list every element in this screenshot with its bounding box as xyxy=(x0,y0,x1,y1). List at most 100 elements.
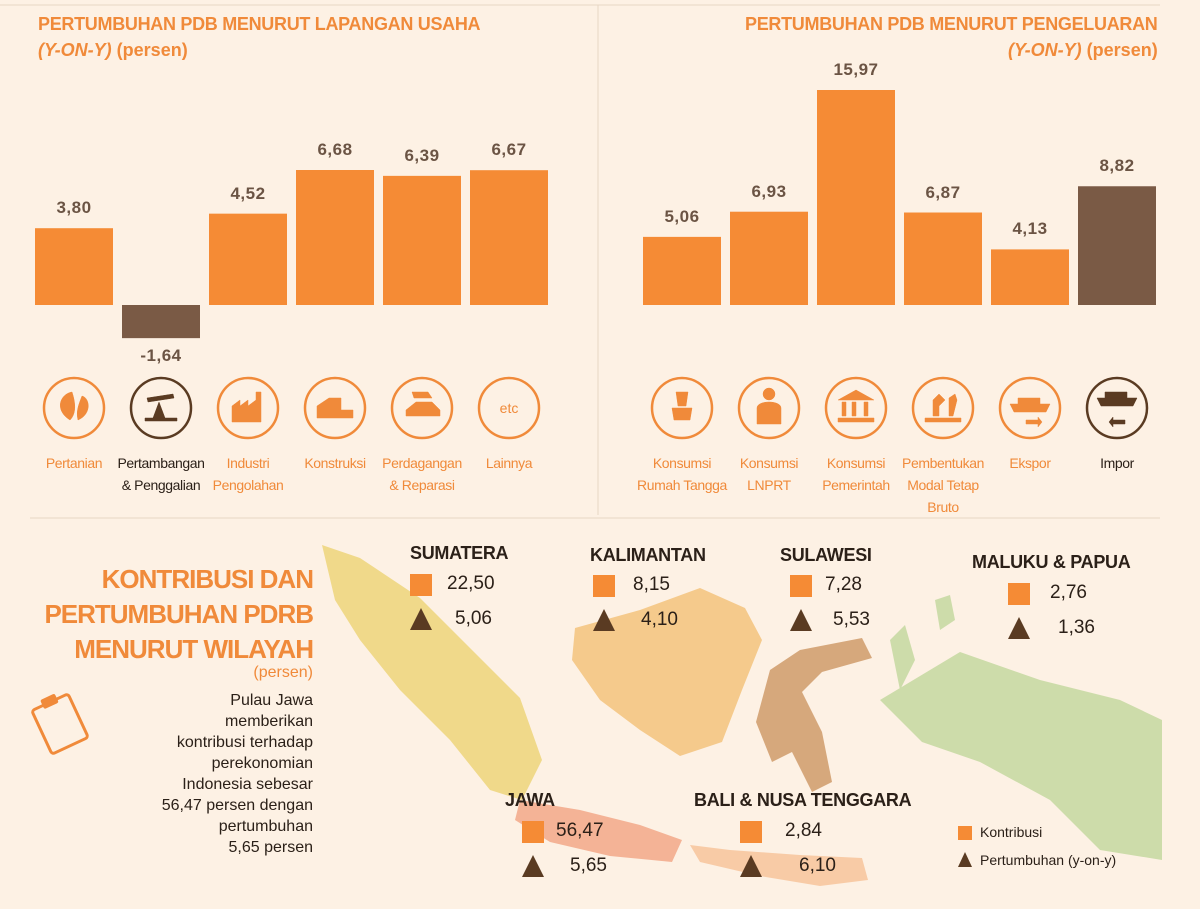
category-label: Industri Pengolahan xyxy=(212,455,284,493)
subtitle-part: (persen) xyxy=(116,40,188,60)
bar xyxy=(383,175,461,305)
subtitle-part: (persen) xyxy=(1086,40,1158,60)
icon-shape xyxy=(756,387,782,425)
icon xyxy=(303,376,367,440)
icon-shape xyxy=(1096,391,1138,428)
icon-glyph xyxy=(144,393,178,422)
icon-glyph xyxy=(1096,391,1138,428)
bar xyxy=(1078,186,1156,305)
growth-icon xyxy=(410,608,432,630)
value-label: 6,93 xyxy=(751,181,787,201)
value-label: 6,87 xyxy=(925,182,961,202)
chart-title: PERTUMBUHAN PDB MENURUT LAPANGAN USAHA xyxy=(38,14,481,34)
section-title: PERTUMBUHAN PDRB xyxy=(44,599,314,629)
icon-glyph xyxy=(231,391,262,423)
icon-shape xyxy=(837,389,875,423)
bar xyxy=(122,305,200,339)
description: 5,65 persen xyxy=(228,839,313,856)
island-nusa-tenggara xyxy=(690,845,868,886)
icon xyxy=(216,376,280,440)
icon-shape xyxy=(60,391,89,421)
growth-value: 4,10 xyxy=(641,609,678,630)
category-label: Pembentukan Modal Tetap Bruto xyxy=(902,455,984,515)
category-label: Pertambangan & Penggalian xyxy=(117,455,205,493)
icon-glyph xyxy=(405,391,441,417)
icon-ring xyxy=(390,376,454,440)
icon-glyph xyxy=(671,391,693,421)
icon xyxy=(998,376,1062,440)
island-sumatera xyxy=(322,545,542,800)
icon-ring xyxy=(911,376,975,440)
icon-shape xyxy=(1009,397,1051,428)
icon-text: etc xyxy=(500,400,519,416)
bar xyxy=(991,249,1069,305)
icon-shape xyxy=(924,393,962,423)
subtitle-part: (Y-ON-Y) xyxy=(38,40,112,60)
category-label: Konsumsi LNPRT xyxy=(739,455,799,493)
icon-glyph xyxy=(60,391,89,421)
value-label: 4,13 xyxy=(1012,219,1048,239)
icon xyxy=(1085,376,1149,440)
island-maluku xyxy=(890,595,955,690)
icon-ring xyxy=(650,376,714,440)
description: 56,47 persen dengan xyxy=(161,797,313,814)
contribution-value: 22,50 xyxy=(447,573,495,594)
legend-square xyxy=(958,826,972,840)
category-label: Lainnya xyxy=(485,455,533,471)
contribution-icon xyxy=(740,821,762,843)
category-label: Konsumsi Rumah Tangga xyxy=(637,455,727,493)
category-label: Ekspor xyxy=(1009,455,1051,471)
icon: etc xyxy=(477,376,541,440)
contribution-icon xyxy=(522,821,544,843)
icon xyxy=(390,376,454,440)
growth-value: 1,36 xyxy=(1058,617,1095,638)
contribution-value: 2,84 xyxy=(785,820,822,841)
contribution-icon xyxy=(790,575,812,597)
description: Indonesia sebesar xyxy=(182,776,313,793)
icon-ring xyxy=(216,376,280,440)
description: pertumbuhan xyxy=(218,818,313,835)
growth-icon xyxy=(790,609,812,631)
icon-glyph xyxy=(924,393,962,423)
section-title: KONTRIBUSI DAN xyxy=(101,564,314,594)
category-label: Konstruksi xyxy=(304,455,366,471)
icon-shape xyxy=(144,393,178,422)
bar xyxy=(209,213,287,305)
island-sulawesi xyxy=(756,638,872,792)
region-name: BALI & NUSA TENGGARA xyxy=(694,790,912,810)
icon xyxy=(737,376,801,440)
icon-glyph xyxy=(1009,397,1051,428)
category-label: Perdagangan & Reparasi xyxy=(382,455,462,493)
icon-ring xyxy=(998,376,1062,440)
value-label: 3,80 xyxy=(56,198,92,218)
icon xyxy=(129,376,193,440)
growth-value: 5,53 xyxy=(833,609,870,630)
bar xyxy=(817,90,895,305)
icon-shape xyxy=(405,391,441,417)
value-label: 4,52 xyxy=(230,183,266,203)
icon-ring xyxy=(737,376,801,440)
legend-label: Pertumbuhan (y-on-y) xyxy=(980,852,1117,868)
icon-glyph xyxy=(837,389,875,423)
bar xyxy=(643,236,721,305)
icon-shape xyxy=(231,391,262,423)
description: memberikan xyxy=(224,713,313,730)
category-label: Impor xyxy=(1100,455,1134,471)
legend-label: Kontribusi xyxy=(980,824,1043,840)
contribution-value: 8,15 xyxy=(633,574,670,595)
value-label: 6,39 xyxy=(404,145,440,165)
value-label: 8,82 xyxy=(1099,156,1135,176)
chart-subtitle: (Y-ON-Y) (persen) xyxy=(1008,40,1158,61)
contribution-icon xyxy=(593,575,615,597)
growth-value: 5,65 xyxy=(570,855,607,876)
section-title: MENURUT WILAYAH xyxy=(74,634,314,664)
icon-glyph xyxy=(316,397,354,419)
contribution-value: 7,28 xyxy=(825,574,862,595)
description: perekonomian xyxy=(211,755,313,772)
value-label: 15,97 xyxy=(833,60,879,79)
bar xyxy=(35,228,113,305)
bar xyxy=(470,170,548,305)
icon-ring xyxy=(824,376,888,440)
icon-glyph xyxy=(756,387,782,425)
